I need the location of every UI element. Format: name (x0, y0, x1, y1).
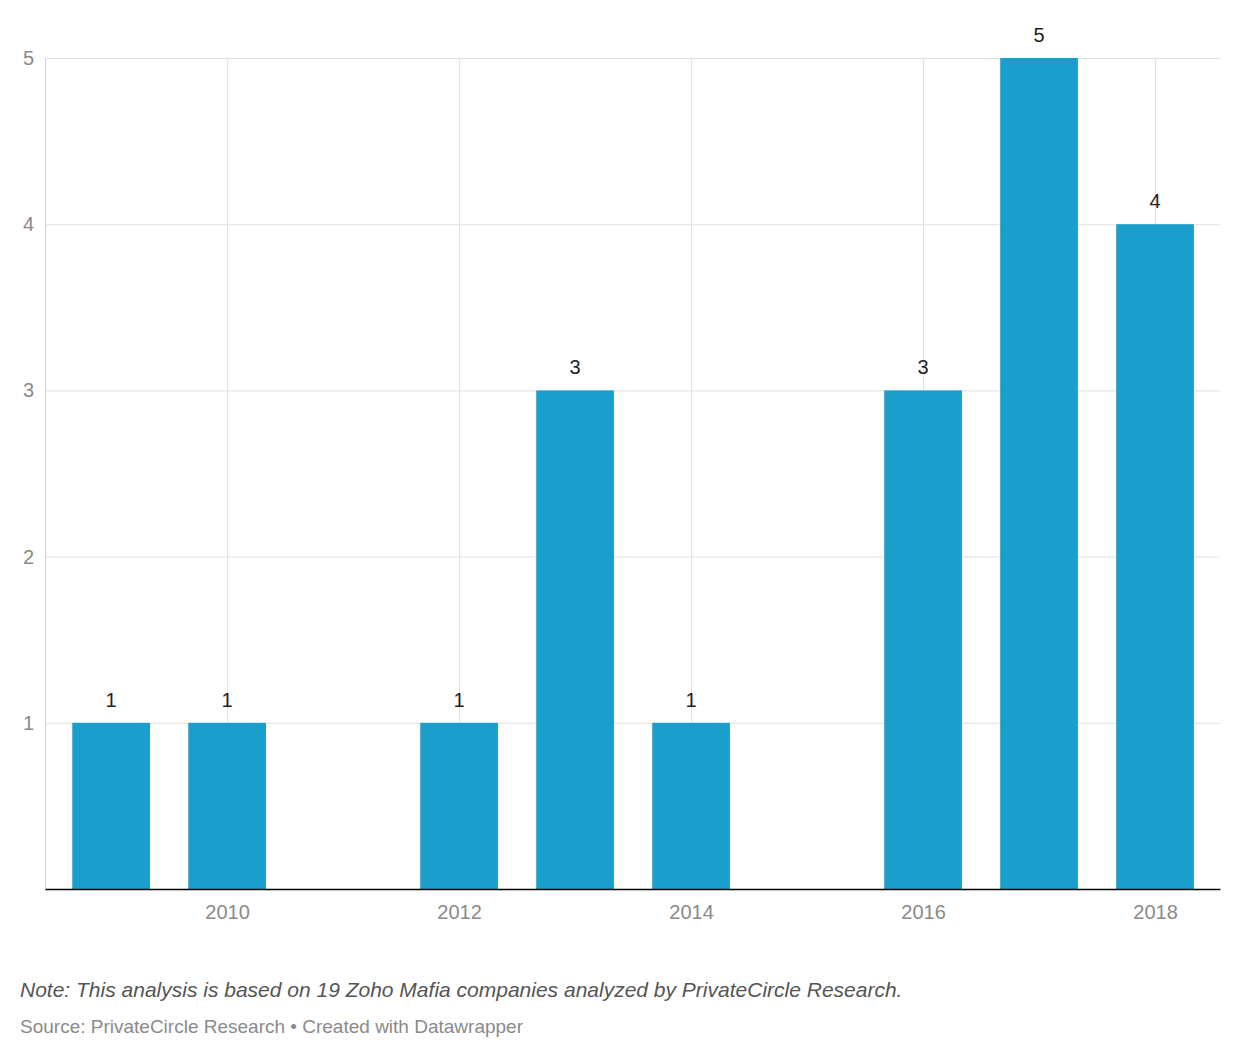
data-labels: 1 1 1 3 1 3 5 4 (106, 24, 1161, 711)
bar (1000, 58, 1078, 889)
x-axis-line (46, 889, 1221, 891)
data-label: 3 (917, 356, 928, 378)
data-label: 1 (454, 689, 465, 711)
bars (72, 58, 1194, 889)
note: Note: This analysis is based on 19 Zoho … (20, 978, 902, 1001)
data-label: 1 (222, 689, 233, 711)
x-axis-baseline (46, 889, 1221, 890)
bar (652, 723, 730, 889)
data-label: 1 (106, 689, 117, 711)
y-tick-label: 4 (23, 213, 34, 235)
x-tick-label: 2014 (669, 901, 714, 923)
x-axis: 2010 2012 2014 2016 2018 (205, 58, 1177, 923)
plot: 1 2 3 4 5 2010 2012 2014 2016 2018 1 1 1 3 1 3 5 4 (23, 24, 1221, 923)
y-tick-label: 1 (23, 712, 34, 734)
source: Source: PrivateCircle Research • Created… (20, 1016, 524, 1037)
x-tick-label: 2016 (901, 901, 946, 923)
bar (420, 723, 498, 889)
chart: 1 2 3 4 5 2010 2012 2014 2016 2018 1 1 1 3 1 3 5 4 Note: T… (0, 0, 1240, 1060)
bar (536, 390, 614, 889)
bar (884, 390, 962, 889)
bar (1116, 224, 1194, 889)
x-tick-label: 2018 (1133, 901, 1178, 923)
bar (72, 723, 150, 889)
data-label: 4 (1149, 190, 1160, 212)
y-tick-label: 2 (23, 546, 34, 568)
x-tick-label: 2010 (205, 901, 250, 923)
data-label: 5 (1033, 24, 1044, 46)
y-axis: 1 2 3 4 5 (23, 47, 1220, 890)
x-tick-label: 2012 (437, 901, 482, 923)
y-tick-label: 3 (23, 379, 34, 401)
bar (188, 723, 266, 889)
y-tick-label: 5 (23, 47, 34, 69)
data-label: 1 (686, 689, 697, 711)
y-axis-line (45, 59, 46, 890)
data-label: 3 (570, 356, 581, 378)
